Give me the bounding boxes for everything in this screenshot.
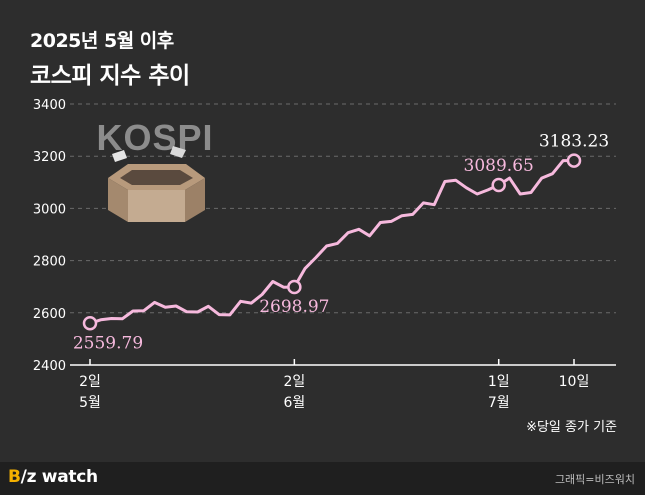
x-tick-month-label: 6월 <box>283 395 305 411</box>
bizwatch-logo[interactable]: B/z watch <box>8 467 98 487</box>
graphic-credit: 그래픽=비즈워치 <box>554 473 635 486</box>
x-axis: 2일 5월 2일 6월 1일 7월 10일 <box>70 359 616 411</box>
y-tick-label: 2400 <box>33 359 66 374</box>
x-tick-month-label: 5월 <box>79 395 101 411</box>
y-tick-label: 3400 <box>33 98 66 113</box>
kospi-box-logo: KOSPI <box>96 117 213 222</box>
y-tick-label: 2800 <box>33 255 66 270</box>
x-tick-month-label: 7월 <box>488 395 510 411</box>
brand-b: B <box>8 467 21 487</box>
y-tick-label: 3200 <box>33 150 66 165</box>
data-label: 2698.97 <box>259 297 329 317</box>
data-point-marker <box>287 279 302 295</box>
footer-bar: B/z watch 그래픽=비즈워치 <box>0 462 645 495</box>
x-tick-label: 10일 <box>559 374 590 390</box>
y-tick-label: 2600 <box>33 307 66 322</box>
chart-title-line2: 코스피 지수 추이 <box>30 63 190 89</box>
x-tick-label: 1일 <box>488 374 510 390</box>
kospi-logo-text: KOSPI <box>96 117 213 158</box>
x-tick-label: 2일 <box>283 374 305 390</box>
data-label: 2559.79 <box>73 333 143 353</box>
data-label: 3089.65 <box>464 156 534 176</box>
kospi-line-chart: 2400 2600 2800 3000 3200 3400 KOSPI 2일 5월 2일 6월 1… <box>33 98 616 411</box>
paper-slip-icon <box>112 150 127 162</box>
y-tick-label: 3000 <box>33 202 66 217</box>
x-tick-label: 2일 <box>79 374 101 390</box>
box-left-icon <box>108 178 128 222</box>
brand-rest: /z watch <box>20 467 98 487</box>
data-point-marker <box>82 316 98 331</box>
data-point-marker <box>566 153 582 168</box>
data-label: 3183.23 <box>539 132 609 152</box>
box-opening-icon <box>120 170 193 185</box>
data-point-marker <box>491 177 506 193</box>
paper-slip-icon <box>170 146 186 158</box>
closing-price-note: ※당일 종가 기준 <box>526 420 617 435</box>
chart-title-line1: 2025년 5월 이후 <box>30 30 174 52</box>
box-front-icon <box>128 190 185 222</box>
box-right-icon <box>185 178 205 222</box>
